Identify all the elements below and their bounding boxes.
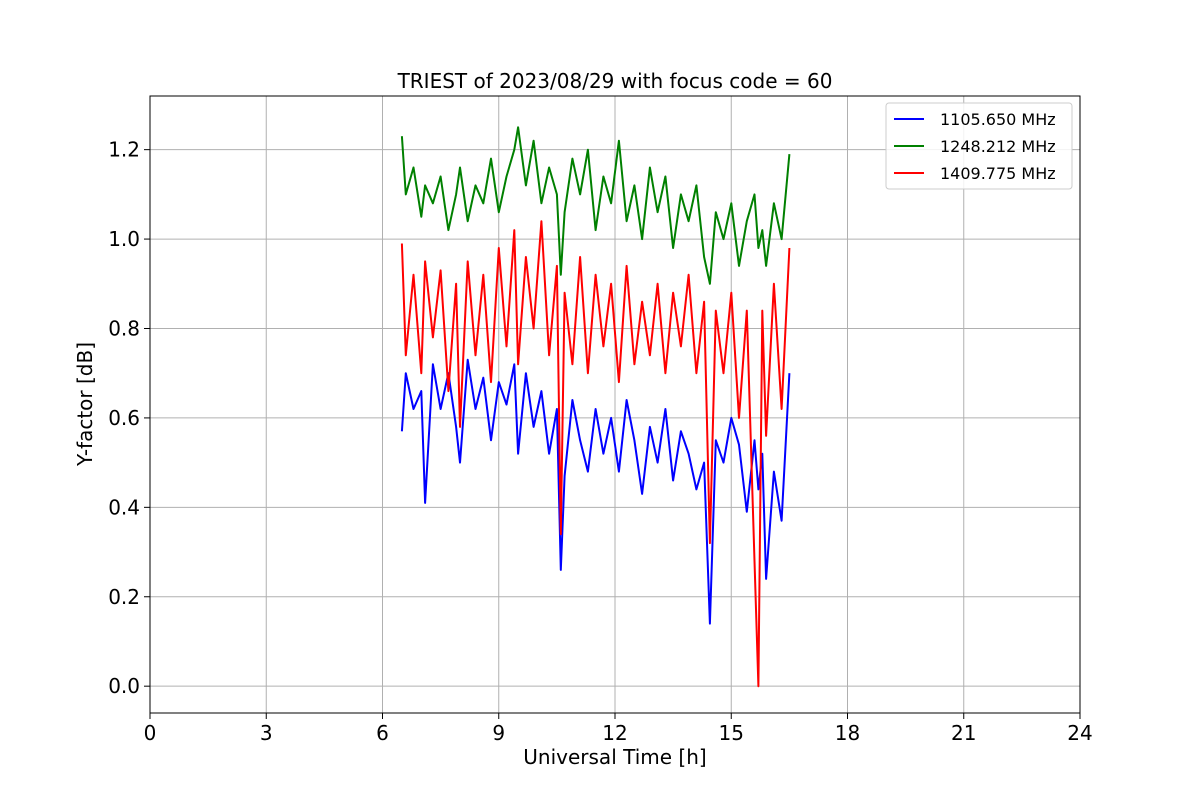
x-axis-label: Universal Time [h] — [523, 745, 706, 769]
legend-label: 1409.775 MHz — [940, 164, 1056, 183]
ticks: 0 3 6 9 12 15 18 21 24 0.0 0.2 0.4 0.6 0.8 1.0 1.2 — [108, 138, 1093, 745]
legend-box — [885, 102, 1073, 190]
series-layer — [400, 126, 791, 688]
legend: 1105.650 MHz 1248.212 MHz 1409.775 MHz — [885, 102, 1073, 190]
x-tick-label: 18 — [835, 721, 860, 745]
x-tick-label: 15 — [719, 721, 744, 745]
legend-label: 1105.650 MHz — [940, 110, 1056, 129]
x-tick-label: 3 — [260, 721, 273, 745]
legend-label: 1248.212 MHz — [940, 137, 1056, 156]
y-axis-label: Y-factor [dB] — [73, 342, 97, 467]
x-tick-label: 12 — [602, 721, 627, 745]
series-line-2 — [400, 126, 791, 285]
y-tick-label: 0.8 — [108, 316, 140, 340]
x-tick-label: 6 — [376, 721, 389, 745]
series-line-1 — [400, 358, 791, 625]
series-line-3 — [400, 220, 791, 688]
x-tick-label: 24 — [1067, 721, 1092, 745]
y-tick-label: 1.0 — [108, 227, 140, 251]
x-tick-label: 0 — [144, 721, 157, 745]
x-tick-label: 9 — [492, 721, 505, 745]
y-tick-label: 0.0 — [108, 674, 140, 698]
y-tick-label: 0.6 — [108, 406, 140, 430]
y-tick-label: 1.2 — [108, 138, 140, 162]
chart-title: TRIEST of 2023/08/29 with focus code = 6… — [397, 69, 833, 93]
y-tick-label: 0.2 — [108, 585, 140, 609]
x-tick-label: 21 — [951, 721, 976, 745]
y-tick-label: 0.4 — [108, 495, 140, 519]
